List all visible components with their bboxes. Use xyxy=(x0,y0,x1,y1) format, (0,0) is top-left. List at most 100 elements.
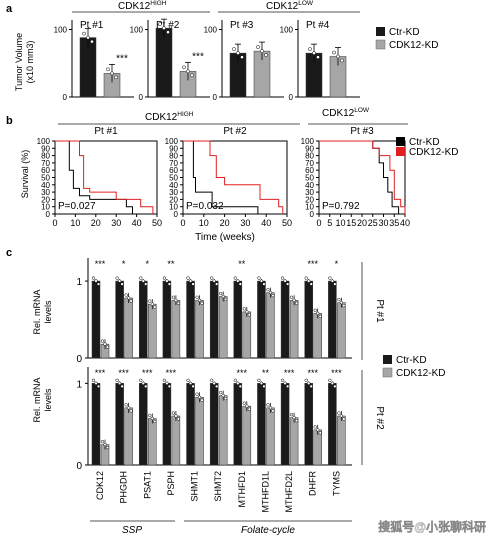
data-point xyxy=(224,396,228,401)
y-tick-label: 100 xyxy=(165,137,179,146)
data-point xyxy=(307,279,311,283)
data-point xyxy=(126,296,131,300)
data-point xyxy=(171,411,176,415)
data-point xyxy=(91,276,96,280)
data-point xyxy=(268,406,273,410)
bar xyxy=(328,383,337,466)
y-tick-label: 90 xyxy=(169,144,178,153)
significance-label: *** xyxy=(95,368,106,378)
data-point xyxy=(144,282,148,286)
x-tick-label: CDK12 xyxy=(95,471,105,500)
legend-label-kd: CDK12-KD xyxy=(389,40,438,51)
chart-a-title: Pt #2 xyxy=(156,20,180,31)
data-point xyxy=(197,298,202,302)
data-point xyxy=(212,279,216,283)
panel-c-legend: Ctr-KD CDK12-KD xyxy=(382,355,445,379)
bar xyxy=(148,418,157,466)
data-point xyxy=(245,404,249,408)
significance-label: ** xyxy=(167,259,175,269)
data-point xyxy=(280,378,285,382)
panel-c-ylabel-line2-bottom: levels xyxy=(43,388,53,412)
x-tick-label: SHMT1 xyxy=(190,471,200,502)
data-point xyxy=(215,282,219,286)
y-tick-label: 80 xyxy=(169,152,178,161)
data-point xyxy=(271,293,275,298)
y-tick-label: 0 xyxy=(174,210,179,219)
data-point xyxy=(103,442,107,447)
data-point xyxy=(337,297,341,302)
data-point xyxy=(117,381,122,385)
row-label-pt2: Pt #2 xyxy=(374,406,385,430)
data-point xyxy=(82,31,86,36)
data-point xyxy=(257,276,261,280)
y-tick-label: 60 xyxy=(305,166,314,175)
bar xyxy=(91,383,101,466)
significance-label: *** xyxy=(192,51,204,62)
x-tick-label: 40 xyxy=(132,218,142,228)
data-point xyxy=(188,381,193,385)
legend-swatch-ctr xyxy=(376,27,385,36)
bar xyxy=(313,429,322,466)
data-point xyxy=(150,302,154,306)
panel-c-ylabel-line1-bottom: Rel. mRNA xyxy=(32,377,42,422)
y-tick-label: 20 xyxy=(305,195,314,204)
data-point xyxy=(106,67,110,72)
data-point xyxy=(264,53,268,57)
data-point xyxy=(339,300,344,305)
data-point xyxy=(105,345,110,349)
y-tick-label: 70 xyxy=(305,159,314,168)
panel-c: c Rel. mRNA levels Rel. mRNA levels 01**… xyxy=(6,247,445,536)
bar xyxy=(171,415,181,466)
significance-label: *** xyxy=(166,368,177,378)
data-point xyxy=(96,282,101,286)
y-tick-label: 40 xyxy=(169,181,178,190)
bar xyxy=(218,395,228,466)
data-point xyxy=(318,431,322,435)
data-point xyxy=(103,342,107,346)
data-point xyxy=(210,378,214,382)
data-point xyxy=(330,279,335,283)
data-point xyxy=(333,384,337,388)
y-tick-label: 100 xyxy=(37,137,51,146)
data-point xyxy=(294,301,299,305)
significance-label: *** xyxy=(331,368,342,378)
legend-swatch-kd xyxy=(375,39,386,50)
bar xyxy=(257,280,266,359)
bar xyxy=(195,396,204,466)
data-point xyxy=(153,419,157,424)
significance-label: *** xyxy=(118,368,129,378)
data-point xyxy=(141,279,145,283)
data-point xyxy=(186,276,190,280)
x-tick-label: 30 xyxy=(111,218,121,228)
y-tick-label: 50 xyxy=(41,174,50,183)
bar xyxy=(218,296,228,359)
data-point xyxy=(182,65,186,70)
data-point xyxy=(328,378,332,382)
data-point xyxy=(105,445,110,450)
data-point xyxy=(245,310,249,314)
watermark: 搜狐号@小张聊科研 xyxy=(378,519,486,534)
data-point xyxy=(339,414,344,418)
x-tick-label: 0 xyxy=(316,218,321,228)
data-point xyxy=(117,279,122,283)
x-tick-label: 35 xyxy=(389,218,399,228)
bar xyxy=(289,300,299,359)
data-point xyxy=(150,416,154,421)
panel-b-xlabel: Time (weeks) xyxy=(195,232,255,243)
bar xyxy=(115,280,124,359)
panel-a: a CDK12HIGH CDK12LOW Tumor Volume (x10 m… xyxy=(6,0,438,102)
panel-a-group-low: CDK12LOW xyxy=(266,0,314,12)
x-tick-label: MTHFD1L xyxy=(260,471,270,513)
y-tick-label: 100 xyxy=(280,26,294,35)
y-tick-label: 10 xyxy=(41,203,50,212)
bar xyxy=(242,405,252,466)
data-point xyxy=(129,299,133,303)
data-point xyxy=(176,301,181,305)
data-point xyxy=(236,279,240,283)
y-tick-label: 30 xyxy=(41,188,50,197)
data-point xyxy=(94,279,98,283)
data-point xyxy=(268,290,273,295)
bar xyxy=(162,383,172,466)
